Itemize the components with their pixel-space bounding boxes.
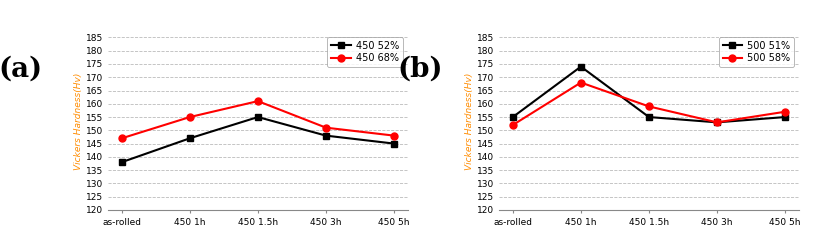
500 51% xyxy=(576,65,586,68)
Text: (b): (b) xyxy=(398,56,443,83)
Legend: 500 51%, 500 58%: 500 51%, 500 58% xyxy=(719,37,794,67)
450 52% xyxy=(253,116,263,119)
500 58% xyxy=(644,105,654,108)
450 52% xyxy=(321,134,331,137)
450 68% xyxy=(321,126,331,129)
500 51% xyxy=(644,116,654,119)
Legend: 450 52%, 450 68%: 450 52%, 450 68% xyxy=(328,37,403,67)
500 58% xyxy=(780,110,790,113)
450 68% xyxy=(389,134,399,137)
Line: 450 52%: 450 52% xyxy=(118,114,398,166)
500 51% xyxy=(712,121,722,124)
Line: 500 58%: 500 58% xyxy=(509,79,789,128)
Y-axis label: Vickers Hardness(Hv): Vickers Hardness(Hv) xyxy=(74,72,83,170)
500 51% xyxy=(780,116,790,119)
Text: (a): (a) xyxy=(0,56,43,83)
500 58% xyxy=(508,124,518,126)
450 52% xyxy=(389,142,399,145)
500 58% xyxy=(576,81,586,84)
Line: 450 68%: 450 68% xyxy=(118,98,398,142)
450 52% xyxy=(185,137,195,140)
500 51% xyxy=(508,116,518,119)
450 68% xyxy=(116,137,126,140)
450 68% xyxy=(253,100,263,103)
Y-axis label: Vickers Hardness(Hv): Vickers Hardness(Hv) xyxy=(465,72,474,170)
450 52% xyxy=(116,161,126,164)
500 58% xyxy=(712,121,722,124)
450 68% xyxy=(185,116,195,119)
Line: 500 51%: 500 51% xyxy=(509,63,789,126)
